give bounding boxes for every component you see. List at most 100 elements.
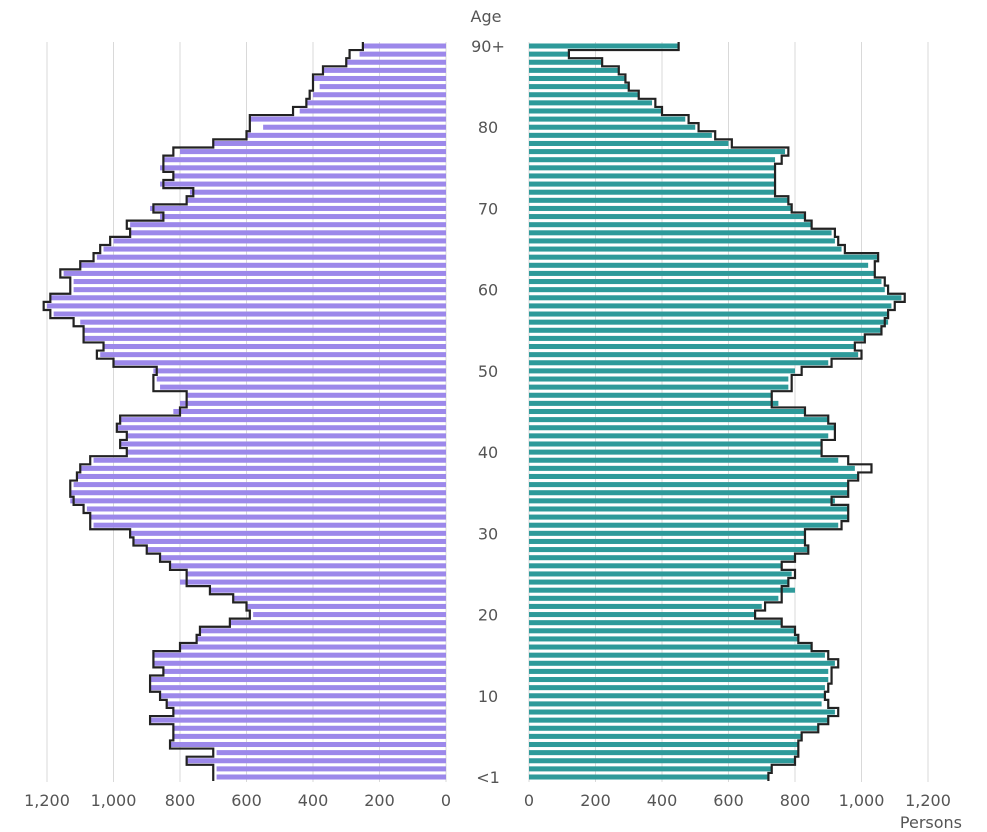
right-bar (529, 319, 889, 325)
right-bar (529, 254, 879, 260)
left-bar (199, 628, 446, 634)
right-bar (529, 189, 776, 195)
age-tick-label: 90+ (471, 37, 505, 56)
right-bar (529, 636, 799, 642)
left-bar (150, 685, 446, 691)
left-bar (163, 668, 446, 674)
left-bar (229, 620, 446, 626)
left-bar (90, 514, 446, 520)
right-outline (567, 41, 906, 782)
left-bar (120, 441, 447, 447)
left-bar (173, 733, 446, 739)
left-bar (53, 311, 447, 317)
right-bar (529, 441, 822, 447)
right-bar (529, 457, 839, 463)
x-tick-label: 0 (524, 791, 534, 810)
right-bar (529, 205, 792, 211)
right-bar (529, 685, 825, 691)
right-bar (529, 473, 859, 479)
age-tick-label: 60 (478, 281, 498, 300)
right-bar (529, 498, 835, 504)
right-bar (529, 766, 772, 772)
right-bar (529, 400, 779, 406)
left-bar (313, 92, 446, 98)
left-bar (83, 335, 446, 341)
right-bar (529, 376, 789, 382)
left-bar (160, 384, 447, 390)
left-bar (80, 319, 446, 325)
right-bar (529, 725, 819, 731)
right-bar (529, 652, 825, 658)
right-bar (529, 482, 849, 488)
left-bars (47, 43, 447, 780)
right-bar (529, 425, 835, 431)
left-bar (47, 303, 446, 309)
age-tick-label: 70 (478, 199, 498, 218)
left-bar (93, 457, 447, 463)
right-bar (529, 555, 795, 561)
x-tick-label: 400 (647, 791, 678, 810)
right-bar (529, 335, 865, 341)
left-bar (63, 270, 446, 276)
right-bar (529, 538, 805, 544)
left-outline (42, 41, 364, 782)
left-bar (83, 327, 446, 333)
left-bar (130, 230, 446, 236)
x-tick-label: 800 (780, 791, 811, 810)
right-bar (529, 660, 835, 666)
left-bar (299, 108, 446, 114)
right-bar (529, 384, 789, 390)
right-bar (529, 360, 829, 366)
right-bar (529, 717, 829, 723)
right-bar (529, 181, 776, 187)
right-bar (529, 197, 789, 203)
left-bar (246, 132, 446, 138)
left-bar (113, 238, 446, 244)
right-bar (529, 774, 769, 780)
left-bar (116, 425, 446, 431)
right-bar (529, 612, 756, 618)
left-bar (306, 100, 446, 106)
right-bar (529, 522, 839, 528)
right-bar (529, 709, 835, 715)
right-bar (529, 303, 892, 309)
left-bar (73, 279, 446, 285)
right-bar (529, 108, 662, 114)
left-bar (186, 571, 446, 577)
left-bar (126, 433, 447, 439)
right-x-ticks: 0 200 400 600 800 1,000 1,200 (524, 791, 951, 810)
right-bar (529, 43, 679, 49)
left-bar (160, 555, 447, 561)
left-bar (322, 67, 446, 73)
age-tick-label: 40 (478, 443, 498, 462)
right-bar (529, 603, 762, 609)
left-x-ticks: 0 200 400 600 800 1,000 1,200 (24, 791, 451, 810)
left-bar (166, 701, 446, 707)
right-bar (529, 92, 639, 98)
x-tick-label: 0 (441, 791, 451, 810)
right-bar (529, 668, 829, 674)
right-bar (529, 173, 776, 179)
right-bar (529, 327, 882, 333)
right-bar (529, 530, 805, 536)
left-bar (80, 465, 446, 471)
right-bar (529, 238, 835, 244)
left-bar (130, 222, 446, 228)
right-bar (529, 595, 779, 601)
left-bar (246, 603, 446, 609)
left-bar (50, 295, 446, 301)
right-bar (529, 67, 619, 73)
left-bar (209, 587, 446, 593)
left-bar (180, 644, 446, 650)
right-bar (529, 344, 855, 350)
right-bar (529, 547, 809, 553)
left-bar (189, 189, 446, 195)
left-bar (153, 368, 446, 374)
left-bar (196, 636, 446, 642)
left-bar (103, 246, 447, 252)
x-tick-label: 1,200 (24, 791, 70, 810)
left-bar (163, 157, 446, 163)
right-bar (529, 741, 799, 748)
left-bar (153, 652, 446, 658)
right-bar (529, 693, 825, 699)
